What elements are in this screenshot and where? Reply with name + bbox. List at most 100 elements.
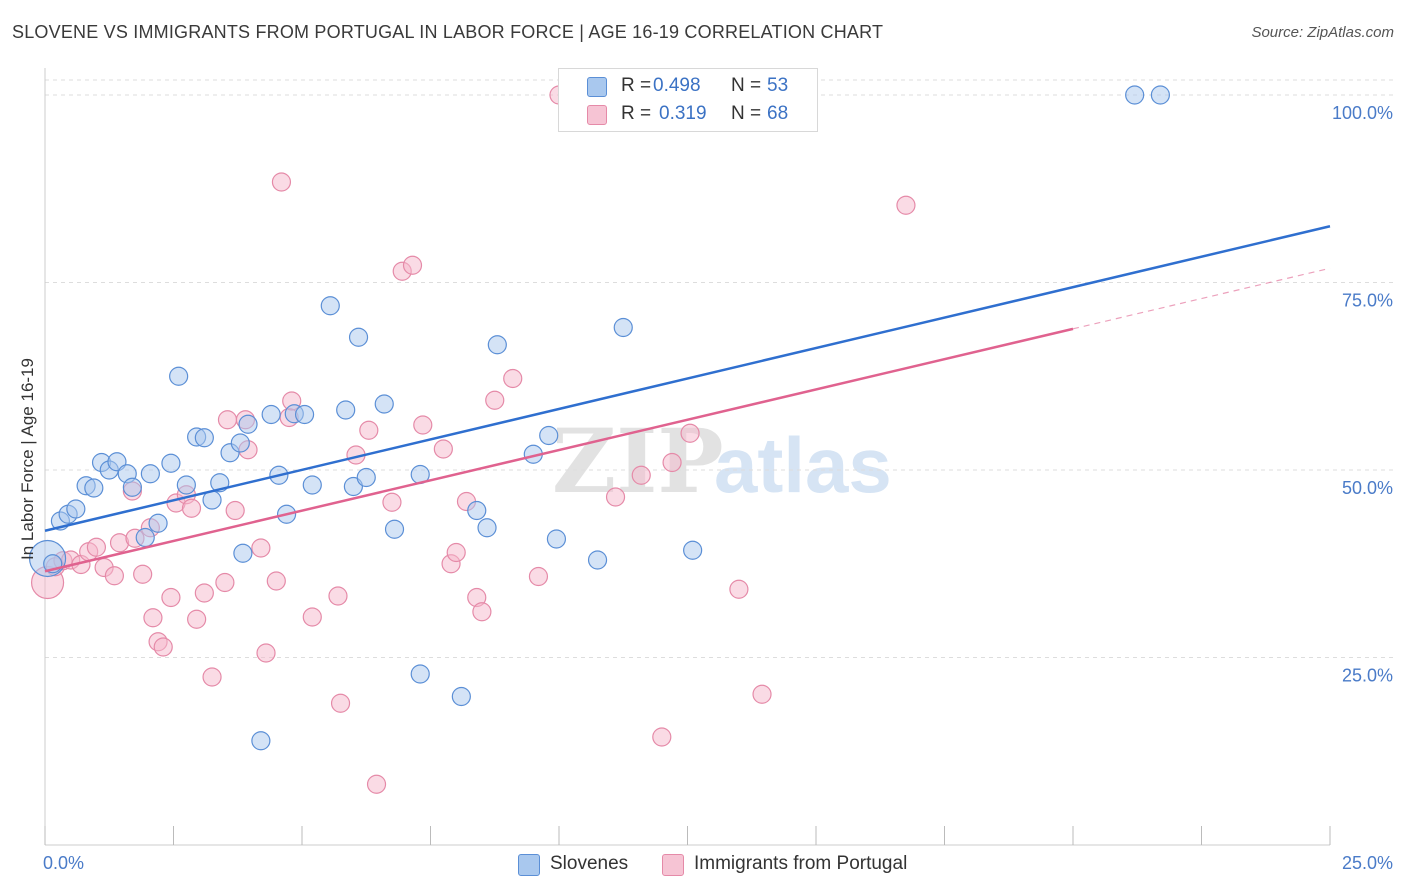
slovenes-point — [233, 543, 253, 563]
legend-r-label: R = — [621, 75, 652, 96]
tick-labels: 25.0% 50.0% 75.0% 100.0% 0.0% 25.0% — [43, 103, 1393, 873]
source-label: Source: ZipAtlas.com — [1251, 24, 1394, 41]
slovenes-point — [587, 550, 608, 570]
portugal-point — [680, 423, 700, 443]
slovenes-point — [546, 529, 567, 549]
portugal-point — [366, 774, 387, 794]
y-axis-label: In Labor Force | Age 16-19 — [18, 358, 37, 560]
slovenes-point — [451, 686, 471, 707]
series-slovenes-points — [28, 85, 1170, 751]
slovenes-point — [348, 327, 369, 347]
portugal-point — [662, 452, 682, 473]
portugal-point — [86, 537, 107, 557]
y-tick-label: 50.0% — [1342, 478, 1393, 498]
slovenes-point — [384, 519, 405, 539]
portugal-point — [271, 172, 292, 192]
watermark-atlas: atlas — [714, 421, 892, 509]
legend-n-value: 53 — [767, 75, 789, 96]
bottom-legend: Slovenes Immigrants from Portugal — [0, 852, 1406, 878]
trend-lines — [44, 225, 1331, 573]
y-tick-label: 25.0% — [1342, 666, 1393, 686]
portugal-point — [153, 637, 173, 657]
legend-row-portugal: R = 0.319 N = 68 — [559, 101, 817, 129]
portugal-point — [187, 609, 207, 629]
portugal-point — [896, 195, 916, 215]
slovenes-point — [194, 428, 214, 448]
portugal-point — [266, 571, 286, 591]
slovenes-point — [261, 404, 281, 425]
legend-r-label: R = — [621, 103, 652, 124]
legend-row-slovenes: R = 0.498 N = 53 — [559, 73, 817, 101]
portugal-point — [605, 487, 626, 507]
portugal-point — [302, 607, 322, 627]
chart-title: SLOVENE VS IMMIGRANTS FROM PORTUGAL IN L… — [12, 22, 884, 42]
gridlines — [45, 79, 1395, 658]
legend-n-label: N = — [731, 75, 762, 96]
slovenes-point — [302, 475, 322, 495]
trend-line-portugal — [44, 327, 1074, 573]
y-tick-label: 75.0% — [1342, 291, 1393, 311]
bottom-legend-label: Immigrants from Portugal — [694, 853, 908, 874]
portugal-point — [446, 542, 466, 563]
x-tick-label: 0.0% — [43, 853, 84, 873]
portugal-point — [472, 602, 492, 622]
legend-n-value: 68 — [767, 103, 789, 124]
slovenes-point — [1150, 85, 1170, 105]
portugal-point — [202, 667, 222, 687]
portugal-point — [251, 538, 271, 558]
portugal-point — [194, 583, 214, 603]
slovenes-point — [238, 414, 258, 434]
slovenes-point — [251, 731, 271, 751]
slovenes-point — [539, 425, 559, 446]
slovenes-point — [140, 464, 160, 484]
legend-r-value: 0.498 — [653, 75, 701, 96]
slovenes-point — [230, 433, 250, 453]
portugal-point — [217, 410, 238, 430]
portugal-point — [330, 693, 351, 713]
trend-line-portugal-extension — [1072, 267, 1331, 330]
slovenes-point — [336, 400, 356, 420]
slovenes-point — [683, 540, 703, 560]
portugal-point — [528, 566, 549, 587]
slovenes-point — [122, 477, 142, 497]
portugal-point — [433, 439, 453, 459]
slovenes-point — [613, 317, 633, 338]
portugal-point — [503, 368, 523, 389]
portugal-point — [359, 420, 379, 440]
portugal-point — [729, 579, 749, 599]
slovenes-point — [169, 366, 189, 386]
slovenes-point — [294, 404, 315, 425]
trend-line-slovenes — [44, 225, 1331, 532]
slovenes-point — [477, 518, 497, 538]
watermark: ZIP atlas — [552, 409, 892, 513]
portugal-point — [382, 492, 402, 512]
bottom-legend-label: Slovenes — [550, 853, 629, 874]
portugal-point — [402, 255, 423, 275]
slovenes-point — [487, 335, 507, 355]
portugal-point — [133, 564, 153, 584]
slovenes-point — [66, 499, 86, 519]
portugal-point — [652, 727, 672, 747]
slovenes-point — [356, 467, 376, 488]
slovenes-point — [320, 296, 340, 316]
portugal-point — [215, 572, 235, 593]
portugal-point — [161, 587, 181, 608]
watermark-zip: ZIP — [552, 409, 724, 513]
x-tick-label: 25.0% — [1342, 853, 1393, 873]
portugal-point — [485, 390, 505, 410]
axes — [44, 68, 1331, 846]
legend-n-label: N = — [731, 103, 762, 124]
slovenes-point — [467, 500, 487, 521]
legend: R = 0.498 N = 53 R = 0.319 N = 68 — [558, 68, 818, 132]
slovenes-point — [176, 475, 196, 495]
slovenes-point — [135, 527, 155, 548]
portugal-point — [181, 498, 202, 518]
bottom-legend-swatch-blue — [518, 854, 540, 876]
slovenes-point — [374, 394, 394, 414]
slovenes-point — [161, 453, 181, 473]
portugal-point — [256, 643, 276, 663]
portugal-point — [104, 566, 124, 586]
slovenes-point — [410, 664, 430, 684]
bottom-legend-swatch-pink — [662, 854, 684, 876]
